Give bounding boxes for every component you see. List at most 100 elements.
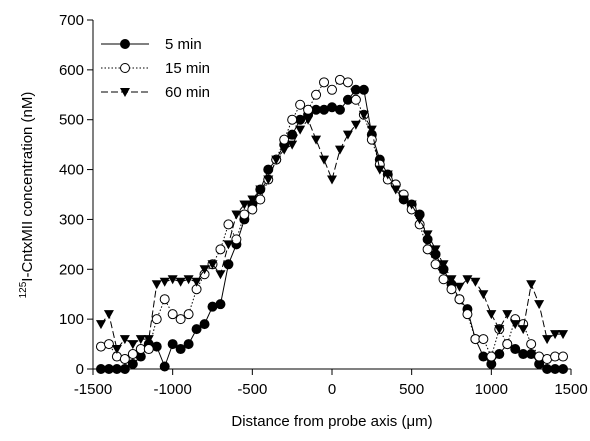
legend-label: 60 min <box>165 84 210 101</box>
marker <box>143 344 154 355</box>
marker <box>558 330 569 340</box>
marker <box>438 260 449 270</box>
y-tick-label: 100 <box>59 311 84 328</box>
marker <box>287 114 298 125</box>
marker <box>486 351 497 362</box>
marker <box>175 277 186 287</box>
y-tick-label: 0 <box>76 361 84 378</box>
marker <box>159 361 170 372</box>
marker <box>446 284 457 295</box>
marker <box>167 275 178 285</box>
marker <box>279 145 290 155</box>
marker <box>255 194 266 205</box>
marker <box>120 39 130 49</box>
marker <box>95 320 106 330</box>
marker <box>422 244 433 255</box>
marker <box>358 110 369 120</box>
marker <box>430 245 441 255</box>
marker <box>119 364 130 374</box>
marker <box>303 104 314 115</box>
x-tick-label: -1000 <box>153 381 191 398</box>
marker <box>223 240 234 250</box>
marker <box>295 125 306 135</box>
marker <box>103 339 114 350</box>
marker <box>183 309 194 320</box>
marker <box>239 209 250 220</box>
marker <box>215 244 226 255</box>
marker <box>502 310 513 320</box>
marker <box>127 349 138 360</box>
marker <box>191 324 202 335</box>
y-tick-label: 200 <box>59 261 84 278</box>
marker <box>510 320 521 330</box>
marker <box>486 310 497 320</box>
marker <box>454 282 465 292</box>
marker <box>127 359 138 370</box>
marker <box>143 335 154 345</box>
marker <box>358 84 369 95</box>
marker <box>366 125 377 135</box>
marker <box>398 195 409 205</box>
marker <box>454 294 465 305</box>
y-axis-label: 125I-CntxMII concentration (nM) <box>18 92 36 299</box>
marker <box>462 275 473 285</box>
marker <box>120 63 130 73</box>
marker <box>462 309 473 320</box>
marker <box>159 294 170 305</box>
marker <box>510 344 521 355</box>
marker <box>390 185 401 195</box>
marker <box>247 195 258 205</box>
marker <box>414 215 425 225</box>
marker <box>311 89 322 100</box>
marker <box>127 340 138 350</box>
marker <box>430 259 441 270</box>
marker <box>183 339 194 350</box>
marker <box>518 325 529 335</box>
marker <box>223 259 234 270</box>
legend-label: 15 min <box>165 60 210 77</box>
marker <box>255 185 266 195</box>
marker <box>478 334 489 345</box>
marker <box>231 210 242 220</box>
y-axis-label-superscript: 125 <box>18 281 29 298</box>
marker <box>239 200 250 210</box>
marker <box>311 135 322 145</box>
marker <box>502 339 513 350</box>
marker <box>175 344 186 355</box>
marker <box>199 265 210 275</box>
marker <box>542 335 553 345</box>
marker <box>135 335 146 345</box>
x-axis-label: Distance from probe axis (μm) <box>231 413 432 430</box>
marker <box>223 219 234 230</box>
marker <box>191 277 202 287</box>
marker <box>215 270 226 280</box>
marker <box>470 277 481 287</box>
marker <box>334 145 345 155</box>
marker <box>303 115 314 125</box>
marker <box>103 310 114 320</box>
marker <box>342 77 353 88</box>
marker <box>438 274 449 285</box>
marker <box>534 300 545 310</box>
marker <box>446 275 457 285</box>
y-tick-label: 700 <box>59 12 84 29</box>
marker <box>183 275 194 285</box>
marker <box>111 345 122 355</box>
y-tick-label: 600 <box>59 62 84 79</box>
marker <box>231 234 242 245</box>
marker <box>151 280 162 290</box>
marker <box>374 165 385 175</box>
marker <box>526 280 537 290</box>
marker <box>406 200 417 210</box>
marker <box>319 77 330 88</box>
marker <box>279 134 290 145</box>
marker <box>287 140 298 150</box>
marker <box>151 314 162 325</box>
marker <box>215 299 226 310</box>
x-tick-label: 1000 <box>475 381 508 398</box>
x-tick-label: -1500 <box>74 381 112 398</box>
marker <box>167 309 178 320</box>
marker <box>263 175 274 185</box>
marker <box>558 351 569 362</box>
y-tick-label: 500 <box>59 112 84 129</box>
